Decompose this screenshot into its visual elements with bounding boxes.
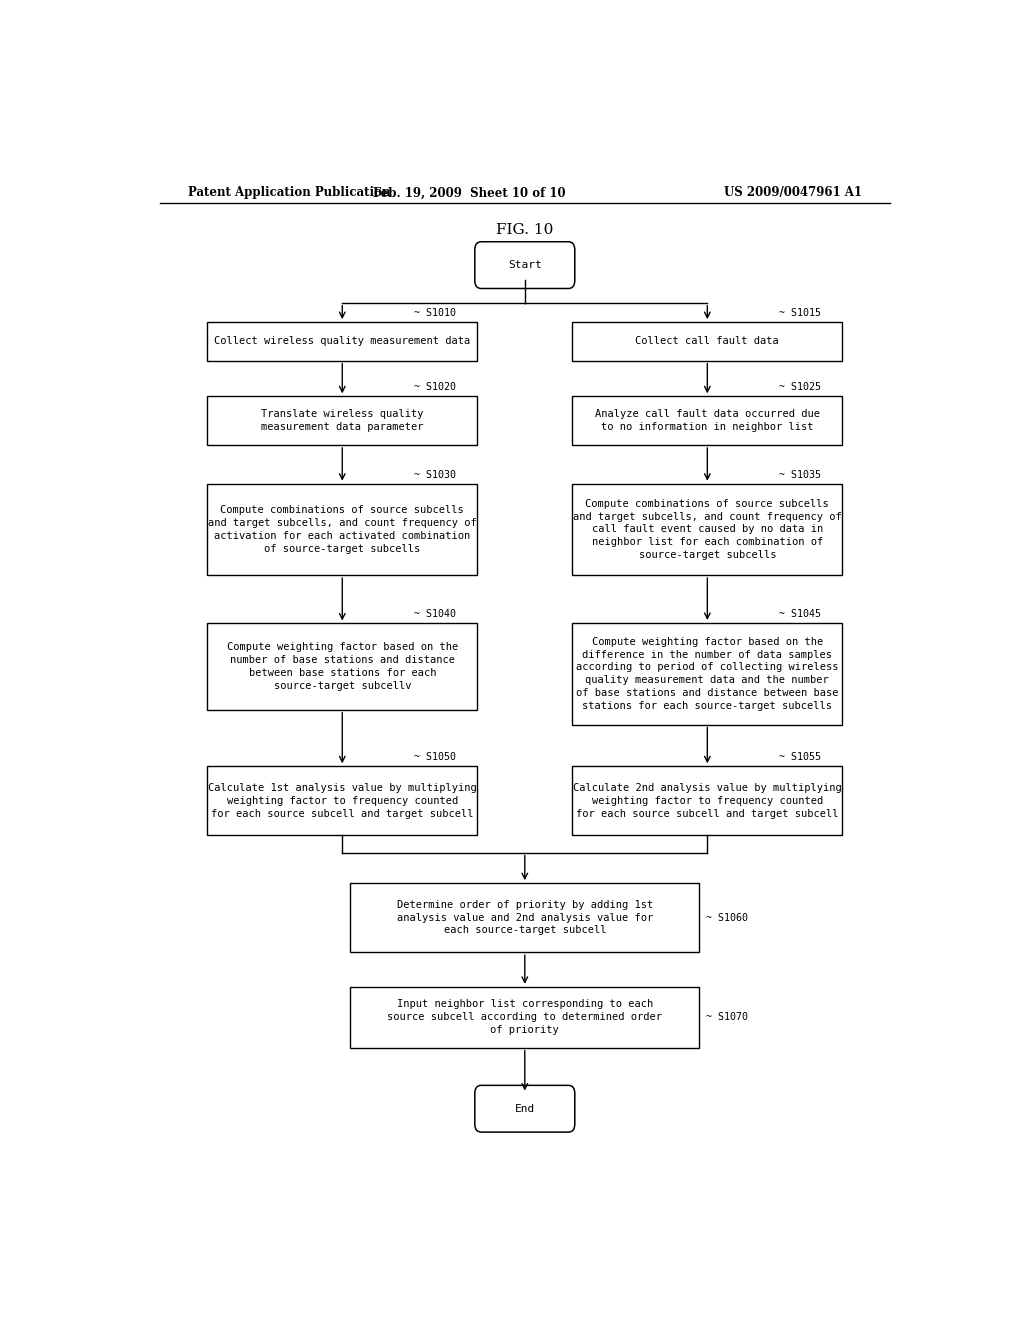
Text: Input neighbor list corresponding to each
source subcell according to determined: Input neighbor list corresponding to eac… (387, 999, 663, 1035)
Bar (572, 623, 842, 725)
Text: Feb. 19, 2009  Sheet 10 of 10: Feb. 19, 2009 Sheet 10 of 10 (373, 186, 565, 199)
Text: ~ S1010: ~ S1010 (414, 308, 456, 318)
Text: ~ S1055: ~ S1055 (779, 752, 821, 762)
Text: ~ S1015: ~ S1015 (779, 308, 821, 318)
Text: ~ S1070: ~ S1070 (706, 1012, 748, 1022)
Text: ~ S1060: ~ S1060 (706, 912, 748, 923)
Bar (572, 396, 842, 445)
FancyBboxPatch shape (475, 1085, 574, 1133)
Text: Patent Application Publication: Patent Application Publication (187, 186, 390, 199)
Text: ~ S1050: ~ S1050 (414, 752, 456, 762)
Bar (207, 396, 477, 445)
Bar (207, 322, 477, 360)
Text: FIG. 10: FIG. 10 (496, 223, 554, 236)
Text: Determine order of priority by adding 1st
analysis value and 2nd analysis value : Determine order of priority by adding 1s… (396, 900, 653, 936)
Bar (350, 883, 699, 952)
Text: Calculate 1st analysis value by multiplying
weighting factor to frequency counte: Calculate 1st analysis value by multiply… (208, 783, 476, 818)
Text: Translate wireless quality
measurement data parameter: Translate wireless quality measurement d… (261, 409, 424, 432)
Text: Collect wireless quality measurement data: Collect wireless quality measurement dat… (214, 337, 470, 346)
Bar (572, 322, 842, 360)
Text: Analyze call fault data occurred due
to no information in neighbor list: Analyze call fault data occurred due to … (595, 409, 820, 432)
Bar (572, 483, 842, 576)
FancyBboxPatch shape (475, 242, 574, 289)
Text: ~ S1025: ~ S1025 (779, 383, 821, 392)
Text: Compute weighting factor based on the
difference in the number of data samples
a: Compute weighting factor based on the di… (577, 636, 839, 710)
Text: ~ S1045: ~ S1045 (779, 609, 821, 619)
Text: Compute weighting factor based on the
number of base stations and distance
betwe: Compute weighting factor based on the nu… (226, 643, 458, 690)
Bar (572, 766, 842, 836)
Text: US 2009/0047961 A1: US 2009/0047961 A1 (724, 186, 862, 199)
Text: Compute combinations of source subcells
and target subcells, and count frequency: Compute combinations of source subcells … (208, 506, 476, 553)
Text: ~ S1035: ~ S1035 (779, 470, 821, 479)
Text: ~ S1020: ~ S1020 (414, 383, 456, 392)
Text: ~ S1030: ~ S1030 (414, 470, 456, 479)
Text: Collect call fault data: Collect call fault data (636, 337, 779, 346)
Text: ~ S1040: ~ S1040 (414, 610, 456, 619)
Bar (350, 987, 699, 1048)
Text: Compute combinations of source subcells
and target subcells, and count frequency: Compute combinations of source subcells … (573, 499, 842, 560)
Text: Calculate 2nd analysis value by multiplying
weighting factor to frequency counte: Calculate 2nd analysis value by multiply… (573, 783, 842, 818)
Text: Start: Start (508, 260, 542, 271)
Bar (207, 623, 477, 710)
Bar (207, 766, 477, 836)
Bar (207, 483, 477, 576)
Text: End: End (515, 1104, 535, 1114)
